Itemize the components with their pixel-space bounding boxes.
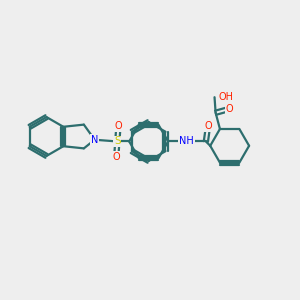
Text: NH: NH <box>179 136 194 146</box>
Text: O: O <box>115 121 122 131</box>
Text: S: S <box>114 136 121 146</box>
Text: O: O <box>112 152 120 162</box>
Text: O: O <box>204 121 212 131</box>
Text: OH: OH <box>218 92 233 102</box>
Text: O: O <box>226 104 233 114</box>
Text: N: N <box>91 135 98 145</box>
